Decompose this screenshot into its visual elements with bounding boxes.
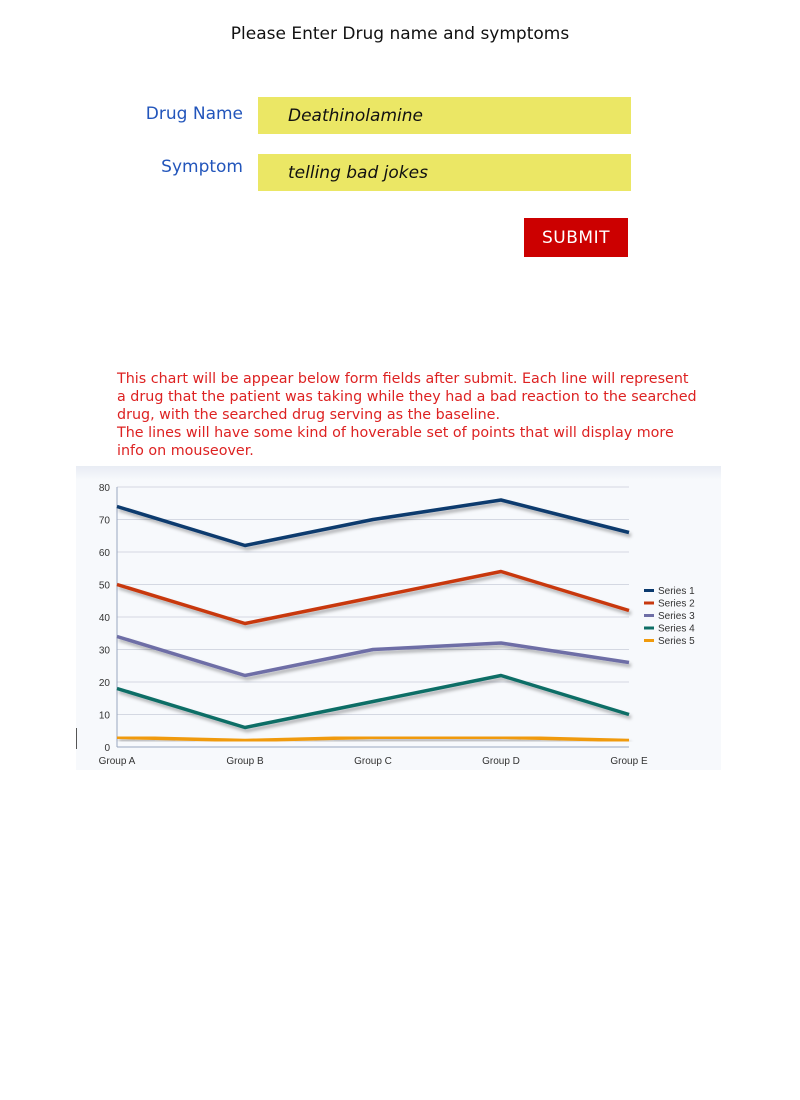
y-tick-label: 60 (99, 548, 111, 559)
x-tick-label: Group C (354, 756, 392, 767)
legend-label: Series 5 (658, 636, 695, 647)
y-tick-label: 0 (104, 743, 110, 754)
legend-label: Series 3 (658, 611, 695, 622)
legend-label: Series 2 (658, 599, 695, 610)
x-tick-label: Group E (610, 756, 648, 767)
chart-note-text: This chart will be appear below form fie… (117, 371, 697, 423)
symptom-input[interactable] (258, 154, 631, 191)
y-tick-label: 50 (99, 581, 111, 592)
x-tick-label: Group B (226, 756, 264, 767)
legend-swatch (644, 626, 654, 630)
series-line (116, 498, 630, 548)
chart-note: This chart will be appear below form fie… (117, 370, 697, 460)
line-chart: 0 10 20 30 40 50 60 70 80 Group A Group B Group C Gr… (76, 466, 721, 770)
legend-swatch (644, 589, 654, 592)
legend-swatch (644, 614, 654, 617)
submit-button[interactable]: SUBMIT (524, 218, 628, 257)
legend-swatch (644, 639, 654, 642)
y-tick-label: 70 (99, 516, 111, 527)
line-chart-svg: 0 10 20 30 40 50 60 70 80 Group A Group B Group C Gr… (99, 483, 695, 767)
drug-name-input[interactable] (258, 97, 631, 134)
legend-label: Series 4 (658, 624, 695, 635)
series-line (116, 634, 630, 678)
legend-label: Series 1 (658, 586, 695, 597)
chart-note-hover-text: The lines will have some kind of hoverab… (117, 425, 674, 459)
series-line (116, 673, 630, 730)
series-line (116, 569, 630, 626)
y-tick-label: 20 (99, 678, 111, 689)
y-tick-label: 10 (99, 711, 111, 722)
text-cursor (76, 728, 77, 749)
y-tick-label: 40 (99, 613, 111, 624)
y-tick-label: 30 (99, 646, 111, 657)
drug-name-label: Drug Name (145, 104, 243, 124)
x-tick-label: Group D (482, 756, 520, 767)
symptom-label: Symptom (161, 157, 243, 177)
legend-swatch (644, 601, 654, 605)
series-line (116, 735, 630, 743)
x-tick-label: Group A (99, 756, 136, 767)
page-title: Please Enter Drug name and symptoms (230, 24, 570, 44)
y-tick-label: 80 (99, 483, 111, 494)
